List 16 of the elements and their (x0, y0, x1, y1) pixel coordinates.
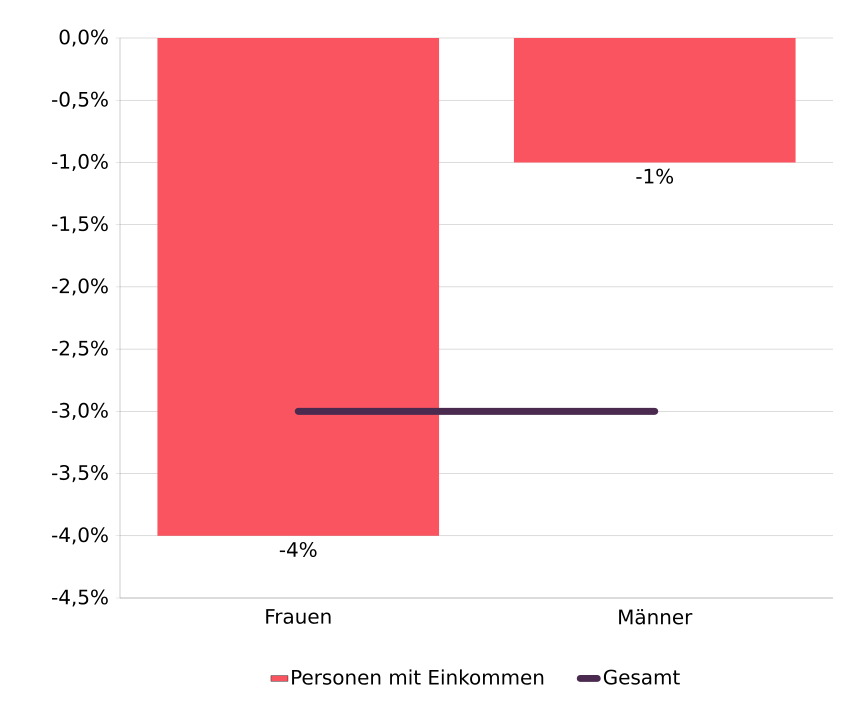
y-tick-label: -2,5% (52, 340, 108, 358)
y-tick-label: -4,0% (52, 527, 108, 544)
data-label: -4% (280, 542, 317, 558)
y-tick-label: -3,5% (52, 465, 108, 482)
y-tick-label: 0,0% (60, 29, 108, 47)
y-tick-label: -2,0% (52, 278, 108, 296)
x-tick-label: Frauen (266, 609, 331, 624)
legend-label: Gesamt (604, 670, 680, 685)
y-tick-label: -4,5% (52, 589, 108, 607)
y-tick-label: -3,0% (52, 402, 108, 420)
y-tick-label: -1,5% (52, 216, 108, 234)
y-tick-label: -1,0% (52, 154, 108, 171)
y-tick-label: -0,5% (52, 92, 108, 109)
x-tick-label: Männer (619, 609, 692, 624)
data-label: -1% (636, 168, 674, 184)
legend-label: Personen mit Einkommen (292, 669, 544, 685)
